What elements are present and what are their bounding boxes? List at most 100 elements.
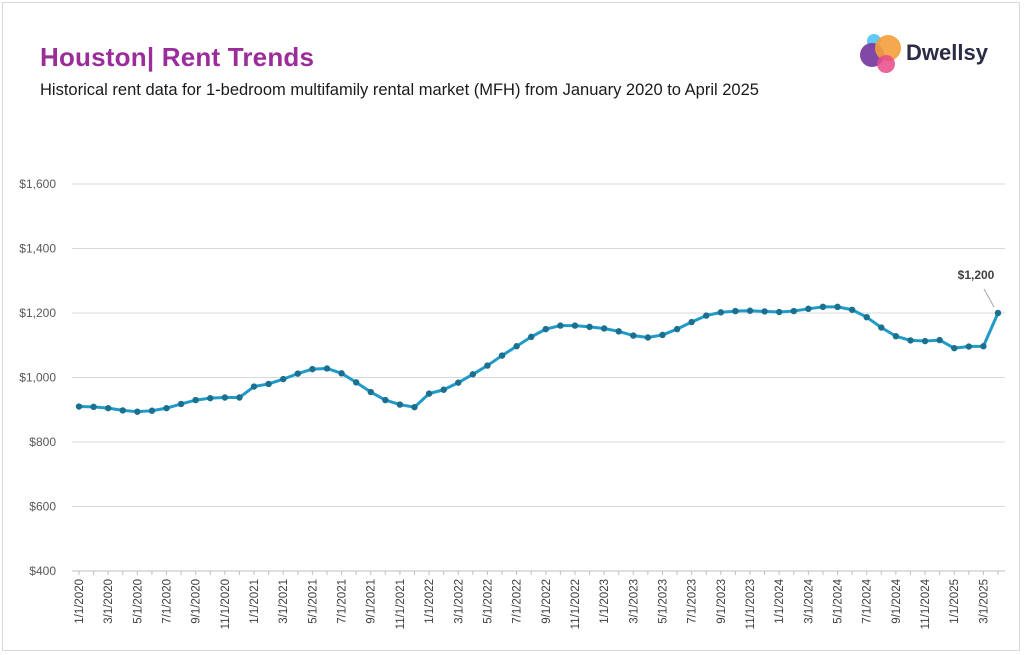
- data-point: [90, 403, 97, 411]
- data-point: [396, 401, 404, 408]
- x-tick-label: 5/1/2020: [132, 579, 144, 624]
- data-point: [542, 325, 549, 333]
- x-tick-label: 5/1/2024: [833, 578, 845, 623]
- data-point: [907, 337, 914, 344]
- data-point: [746, 307, 754, 314]
- data-point: [367, 388, 374, 396]
- data-point: [236, 394, 243, 401]
- data-point: [615, 328, 622, 335]
- data-point: [469, 371, 477, 378]
- x-tick-label: 11/1/2024: [920, 578, 932, 629]
- data-point: [221, 394, 229, 401]
- data-point: [951, 344, 958, 352]
- data-point: [805, 305, 812, 313]
- x-tick-label: 5/1/2021: [307, 579, 319, 624]
- data-point: [411, 403, 418, 411]
- x-tick-label: 11/1/2023: [745, 579, 757, 629]
- data-point: [863, 313, 870, 321]
- x-tick-label: 9/1/2023: [716, 579, 728, 624]
- data-point: [134, 408, 141, 415]
- data-point: [703, 312, 710, 319]
- data-point: [265, 380, 272, 388]
- x-tick-label: 3/1/2022: [453, 579, 465, 624]
- x-tick-label: 5/1/2023: [657, 579, 669, 624]
- data-point: [382, 396, 389, 404]
- data-point: [528, 333, 535, 341]
- data-point: [921, 337, 929, 345]
- data-point: [819, 303, 827, 311]
- data-point: [294, 370, 302, 377]
- data-point: [688, 318, 695, 326]
- data-point: [323, 365, 331, 372]
- data-point: [425, 390, 433, 397]
- data-point: [571, 322, 579, 329]
- data-point: [309, 365, 316, 373]
- data-point: [119, 407, 126, 414]
- annotation-leader-line: [983, 288, 995, 308]
- data-point: [163, 404, 170, 412]
- x-tick-label: 3/1/2020: [103, 579, 115, 624]
- y-tick-label: $800: [29, 435, 56, 449]
- data-point: [834, 303, 841, 311]
- x-tick-label: 9/1/2021: [366, 579, 378, 624]
- y-tick-label: $400: [29, 564, 56, 578]
- data-point: [75, 403, 83, 410]
- data-point: [644, 334, 652, 341]
- data-point: [177, 400, 185, 408]
- x-tick-label: 3/1/2024: [803, 578, 815, 623]
- y-tick-label: $1,000: [19, 371, 56, 385]
- data-point: [659, 331, 666, 339]
- y-tick-label: $600: [29, 500, 56, 514]
- data-point: [673, 325, 681, 333]
- data-point: [775, 308, 783, 316]
- x-tick-label: 3/1/2021: [278, 579, 290, 624]
- data-point: [717, 309, 725, 316]
- x-tick-label: 7/1/2020: [162, 579, 174, 624]
- x-tick-label: 3/1/2023: [628, 579, 640, 624]
- data-point: [600, 325, 608, 332]
- x-tick-label: 11/1/2022: [570, 579, 582, 629]
- data-point: [790, 307, 797, 315]
- x-tick-label: 7/1/2022: [512, 579, 524, 624]
- x-tick-label: 9/1/2024: [891, 578, 903, 623]
- dwellsy-logo-text: Dwellsy: [906, 40, 988, 65]
- data-point: [455, 379, 462, 386]
- dwellsy-logo-icon: [860, 34, 901, 73]
- x-tick-label: 11/1/2021: [395, 579, 407, 629]
- data-point: [557, 322, 564, 329]
- x-tick-label: 7/1/2023: [687, 579, 699, 624]
- data-point: [936, 336, 943, 344]
- y-tick-label: $1,600: [19, 177, 56, 191]
- chart-title: Houston| Rent Trends: [40, 42, 315, 72]
- data-point: [513, 343, 520, 350]
- data-point: [878, 324, 885, 331]
- data-point: [761, 308, 768, 315]
- data-point: [104, 404, 112, 412]
- data-point: [440, 386, 447, 393]
- data-point: [848, 306, 856, 313]
- data-point: [280, 375, 287, 383]
- data-point: [484, 362, 491, 369]
- last-value-data-label: $1,200: [958, 268, 995, 282]
- data-point: [586, 323, 593, 331]
- data-point: [498, 352, 506, 359]
- data-point: [192, 396, 199, 404]
- x-tick-label: 7/1/2021: [337, 579, 349, 624]
- x-tick-label: 9/1/2020: [191, 579, 203, 624]
- chart-subtitle: Historical rent data for 1-bedroom multi…: [40, 81, 759, 99]
- data-point: [148, 407, 156, 414]
- x-tick-label: 9/1/2022: [541, 579, 553, 624]
- x-tick-label: 1/1/2024: [774, 578, 786, 623]
- data-point: [965, 343, 973, 350]
- y-tick-label: $1,400: [19, 242, 56, 256]
- data-point: [338, 370, 345, 377]
- data-point: [732, 307, 739, 315]
- x-tick-label: 1/1/2022: [424, 579, 436, 624]
- x-tick-label: 7/1/2024: [862, 578, 874, 623]
- x-tick-label: 1/1/2023: [599, 579, 611, 624]
- rent-series-line: [78, 305, 1000, 414]
- data-point: [207, 394, 214, 402]
- data-point: [892, 333, 900, 340]
